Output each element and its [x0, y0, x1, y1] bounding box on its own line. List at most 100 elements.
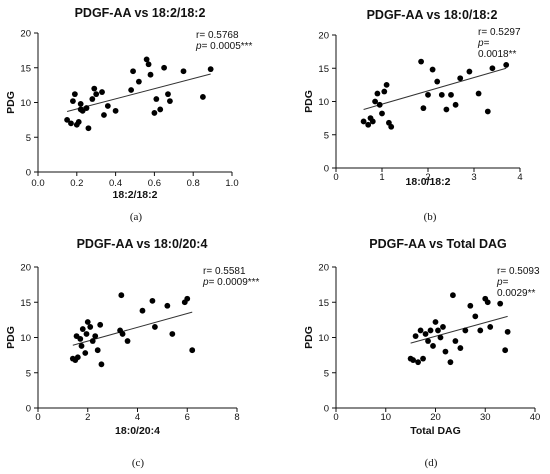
data-point [418, 58, 424, 65]
y-tick-label: 0 [26, 168, 31, 179]
data-point [497, 300, 504, 307]
data-point [118, 292, 125, 299]
data-point [89, 96, 96, 102]
data-point [457, 345, 464, 351]
scatter-panel-4: PDGF-AA vs Total DAG 0 10 20 30 40 0 5 10 15 20 Tot… [303, 237, 540, 469]
data-point [87, 324, 94, 330]
data-point [381, 88, 388, 95]
x-tick-label: 0.0 [31, 178, 44, 189]
data-point [180, 68, 187, 75]
data-point [99, 89, 105, 95]
data-point [450, 292, 456, 299]
data-point [420, 105, 427, 112]
data-point [152, 324, 158, 330]
data-point [153, 96, 160, 102]
data-point [112, 107, 119, 114]
data-point [64, 116, 70, 123]
data-point [434, 78, 441, 85]
data-point [427, 327, 434, 334]
y-tick-label: 15 [318, 298, 329, 309]
data-point [149, 297, 156, 304]
data-point [487, 324, 494, 330]
y-axis-label: PDG [303, 326, 315, 349]
y-tick-label: 5 [26, 133, 31, 144]
data-point [189, 347, 196, 354]
data-point [101, 112, 107, 118]
data-point [438, 91, 445, 98]
data-point [169, 331, 176, 337]
y-tick-label: 15 [20, 63, 31, 74]
data-point [70, 98, 76, 105]
p-value-text: = [484, 38, 490, 49]
x-axis-label: 18:0/18:2 [406, 176, 451, 188]
y-tick-label: 20 [20, 263, 31, 274]
scatter-panel-1: PDGF-AA vs 18:2/18:2 0.0 0.2 0.4 0.6 0.8 1.0 0 5… [5, 6, 253, 223]
data-point [410, 357, 417, 363]
data-point [430, 343, 436, 349]
data-point [369, 118, 376, 125]
y-tick-label: 10 [20, 333, 31, 344]
x-tick-label: 3 [471, 172, 476, 183]
data-point [466, 68, 473, 75]
x-axis-label: Total DAG [410, 425, 461, 437]
data-point [97, 321, 104, 328]
data-point [415, 359, 421, 366]
data-point [452, 101, 459, 108]
x-tick-label: 4 [135, 412, 140, 423]
data-point [157, 106, 164, 113]
y-tick-label: 5 [324, 368, 329, 379]
data-point [79, 326, 86, 332]
y-tick-label: 10 [318, 97, 329, 108]
data-point [165, 91, 171, 98]
data-point [467, 302, 474, 309]
panel-label: (b) [424, 211, 437, 223]
p-symbol: p [496, 277, 503, 288]
p-value: p= [496, 277, 509, 288]
data-point [435, 327, 441, 334]
data-point [374, 90, 381, 97]
panel-label: (c) [132, 457, 145, 469]
data-point [75, 119, 82, 125]
correlation-r: r= 0.5297 [478, 27, 521, 38]
x-tick-label: 0.4 [109, 178, 122, 189]
panel-label: (a) [130, 211, 143, 223]
x-tick-label: 6 [185, 412, 190, 423]
p-value-number: 0.0029** [497, 288, 535, 299]
data-point [503, 62, 510, 68]
x-axis-label: 18:2/18:2 [113, 189, 158, 201]
x-tick-label: 10 [380, 412, 391, 423]
data-point [135, 78, 142, 85]
p-value-text: = [503, 277, 509, 288]
data-point [124, 338, 131, 344]
data-point [462, 327, 469, 334]
data-point [425, 338, 431, 344]
p-value-text: = 0.0005*** [202, 41, 253, 52]
data-point [77, 100, 84, 107]
data-point [457, 75, 464, 82]
data-point [425, 91, 431, 98]
regression-line [66, 73, 211, 113]
chart-title: PDGF-AA vs 18:0/18:2 [367, 8, 498, 22]
data-point [151, 110, 158, 116]
y-tick-label: 15 [20, 298, 31, 309]
p-symbol: p [195, 41, 202, 52]
panel-label: (d) [425, 457, 438, 469]
x-tick-label: 20 [430, 412, 441, 423]
data-point [139, 307, 146, 314]
data-point [84, 319, 91, 325]
y-tick-label: 20 [318, 263, 329, 274]
regression-line [410, 315, 508, 344]
y-tick-label: 0 [26, 404, 31, 415]
regression-line [363, 67, 507, 110]
data-point [388, 123, 395, 130]
p-value: p= [477, 38, 490, 49]
data-point [92, 333, 99, 339]
data-point [119, 331, 126, 337]
p-value: p= 0.0005*** [195, 41, 253, 52]
scatter-panel-3: PDGF-AA vs 18:0/20:4 0 2 4 6 8 0 5 10 15 20 18:0/20… [5, 237, 260, 469]
data-point [417, 327, 424, 334]
x-tick-label: 4 [517, 172, 522, 183]
data-point [83, 105, 90, 111]
x-tick-label: 8 [234, 412, 239, 423]
